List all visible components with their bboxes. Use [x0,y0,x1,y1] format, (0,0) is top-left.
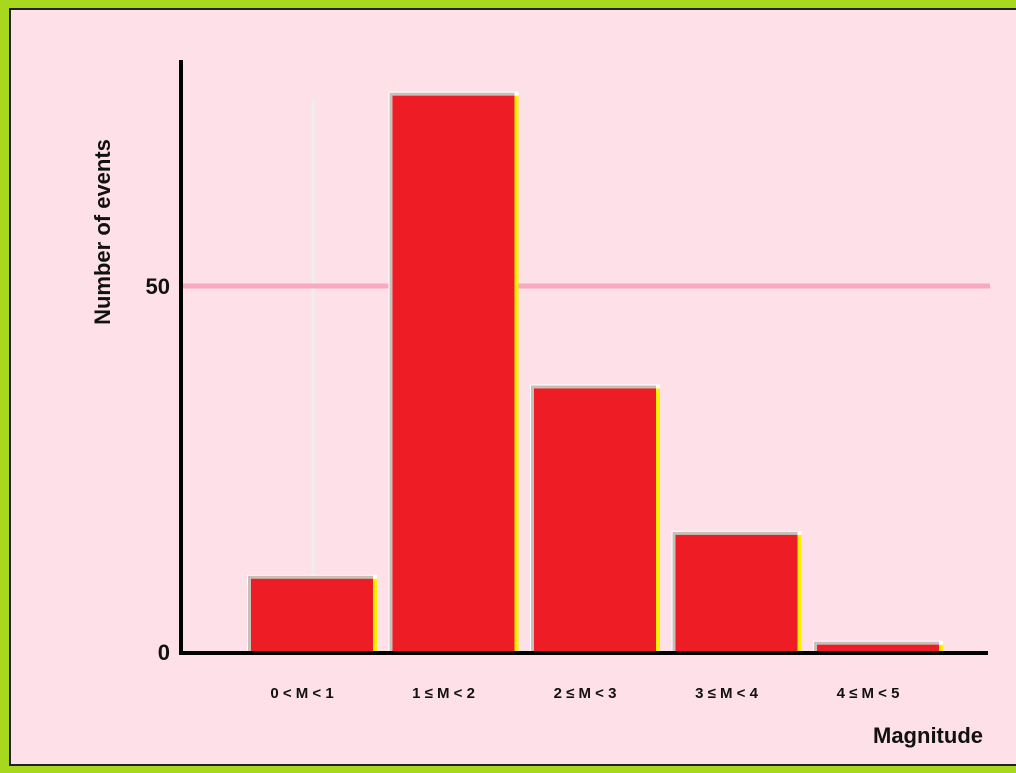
bar-3 [530,384,660,652]
bar-highlight [372,578,377,652]
gridlines [183,100,990,652]
x-tick-label: 2 ≤ M < 3 [554,685,617,702]
x-tick-label: 1 ≤ M < 2 [412,685,475,702]
bar-2 [388,91,519,653]
bar-fill [251,578,373,652]
bar-highlight [655,388,660,652]
x-tick-label: 0 < M < 1 [270,685,333,702]
bar-fill [817,644,939,652]
x-tick-label: 4 ≤ M < 5 [837,685,900,702]
y-axis-title: Number of events [90,139,115,325]
y-tick-label: 50 [146,274,170,299]
y-tick-labels: 0 50 [146,274,170,665]
bar-fill [675,534,798,652]
x-tick-label: 3 ≤ M < 4 [695,685,758,702]
bar-fill [534,388,656,652]
x-axis-title: Magnitude [873,723,983,748]
bar-highlight [513,95,519,653]
axes [179,60,988,655]
bar-5 [813,640,943,652]
bar-fill [392,95,515,653]
bar-1 [247,574,377,652]
bar-highlight [796,534,802,652]
x-tick-labels: 0 < M < 1 1 ≤ M < 2 2 ≤ M < 3 3 ≤ M < 4 4 ≤ … [270,685,899,702]
y-tick-label: 0 [158,640,170,665]
bar-highlight [938,644,943,652]
bar-4 [671,530,802,652]
bars [247,91,943,653]
